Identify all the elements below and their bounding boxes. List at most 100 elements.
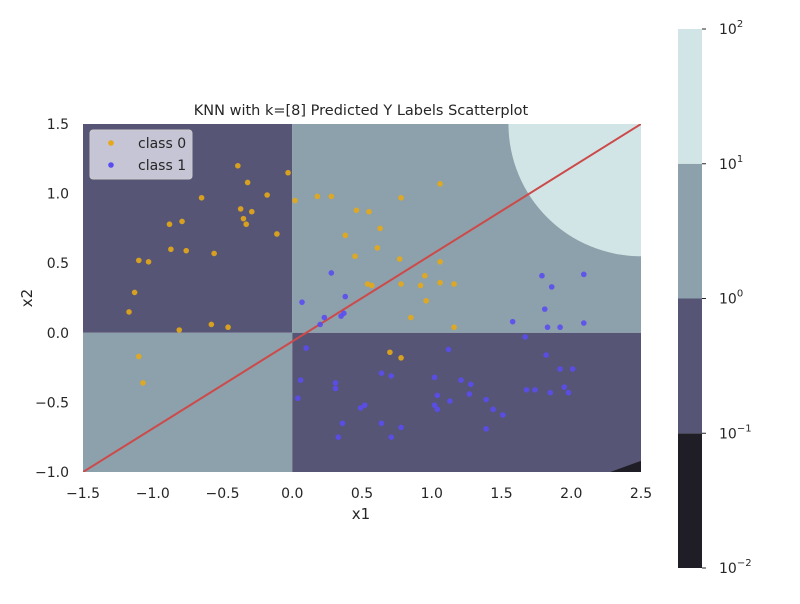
point-class-0 <box>417 282 424 289</box>
y-tick-label: 1.0 <box>47 187 69 203</box>
point-class-1 <box>523 387 530 393</box>
point-class-0 <box>244 179 251 186</box>
point-class-1 <box>548 284 555 290</box>
x-tick-label: −1.0 <box>136 486 170 502</box>
x-tick-label: −0.5 <box>206 486 240 502</box>
point-class-1 <box>434 406 441 413</box>
point-class-1 <box>357 405 364 411</box>
point-class-0 <box>451 281 457 287</box>
colorbar-tick-label: 10−2 <box>719 558 752 577</box>
point-class-1 <box>447 398 453 404</box>
point-class-1 <box>303 345 310 351</box>
point-class-1 <box>581 271 587 278</box>
point-class-0 <box>198 194 205 201</box>
point-class-1 <box>388 434 395 441</box>
point-class-0 <box>398 355 404 361</box>
y-tick-label: −0.5 <box>35 395 69 411</box>
point-class-0 <box>274 231 280 237</box>
point-class-0 <box>374 245 381 251</box>
point-class-1 <box>557 366 563 372</box>
boundary-line <box>83 124 641 472</box>
point-class-1 <box>543 352 549 358</box>
point-class-0 <box>437 279 443 286</box>
point-class-0 <box>140 380 146 386</box>
point-class-0 <box>377 225 383 232</box>
point-class-1 <box>539 272 545 279</box>
point-class-0 <box>176 327 183 333</box>
colorbar-tick-label: 101 <box>719 154 743 173</box>
legend-label-class-1: class 1 <box>138 158 186 174</box>
point-class-1 <box>557 324 563 331</box>
point-class-0 <box>314 193 321 200</box>
point-class-1 <box>321 314 328 321</box>
point-class-1 <box>332 385 339 392</box>
plot-area <box>83 124 641 472</box>
point-class-1 <box>522 334 529 340</box>
point-class-0 <box>208 321 215 328</box>
point-class-0 <box>285 169 291 176</box>
colorbar-band-3 <box>678 29 702 164</box>
point-class-1 <box>388 373 395 379</box>
point-class-0 <box>248 208 255 215</box>
point-class-1 <box>483 426 489 432</box>
y-tick-label: −1.0 <box>35 465 69 481</box>
x-tick-label: −1.5 <box>66 486 100 502</box>
point-class-0 <box>235 162 241 169</box>
point-class-1 <box>342 293 349 300</box>
legend-marker-class-1 <box>108 162 114 168</box>
contour-region-low <box>610 460 641 472</box>
legend-marker-class-0 <box>108 140 114 146</box>
point-class-0 <box>243 221 250 228</box>
point-class-1 <box>335 434 342 441</box>
point-class-0 <box>353 207 360 214</box>
point-class-1 <box>547 389 554 396</box>
colorbar-tick-label: 100 <box>719 289 743 308</box>
x-axis-label: x1 <box>352 505 370 523</box>
point-class-1 <box>295 395 301 402</box>
y-tick-label: 0.5 <box>47 256 69 272</box>
point-class-0 <box>398 281 404 287</box>
point-class-1 <box>328 270 335 276</box>
y-tick-label: 1.5 <box>47 117 69 133</box>
colorbar-tick-label: 102 <box>719 19 743 38</box>
point-class-1 <box>431 402 438 408</box>
point-class-0 <box>183 247 190 254</box>
point-class-1 <box>445 346 452 353</box>
decision-region-2 <box>83 332 293 472</box>
x-tick-label: 1.5 <box>490 486 512 502</box>
point-class-0 <box>398 194 404 201</box>
point-class-1 <box>339 420 346 427</box>
contour-region-high <box>508 124 641 257</box>
chart-title: KNN with k=[8] Predicted Y Labels Scatte… <box>194 103 529 119</box>
point-class-0 <box>437 259 443 265</box>
x-tick-label: 1.0 <box>421 486 443 502</box>
point-class-1 <box>299 299 305 305</box>
decision-region-3 <box>292 332 641 472</box>
point-class-1 <box>509 318 516 325</box>
x-tick-label: 0.0 <box>281 486 303 502</box>
point-class-1 <box>458 377 464 383</box>
point-class-0 <box>328 193 335 200</box>
point-class-1 <box>468 381 474 388</box>
point-class-1 <box>483 396 489 403</box>
plot-content <box>83 124 641 472</box>
point-class-1 <box>341 310 347 317</box>
point-class-0 <box>131 289 138 296</box>
x-tick-label: 2.0 <box>560 486 582 502</box>
point-class-1 <box>297 377 304 383</box>
x-axis: −1.5 −1.0 −0.5 0.0 0.5 1.0 1.5 2.0 2.5 <box>66 486 652 502</box>
x-tick-label: 0.5 <box>351 486 373 502</box>
point-class-0 <box>211 250 217 257</box>
point-class-0 <box>264 192 270 198</box>
point-class-0 <box>366 208 372 215</box>
point-class-1 <box>332 380 339 386</box>
point-class-0 <box>168 246 174 253</box>
point-class-1 <box>561 384 568 390</box>
point-class-0 <box>136 353 142 360</box>
point-class-0 <box>368 282 375 289</box>
point-class-1 <box>544 324 551 331</box>
point-class-0 <box>451 324 457 331</box>
point-class-1 <box>378 370 385 376</box>
